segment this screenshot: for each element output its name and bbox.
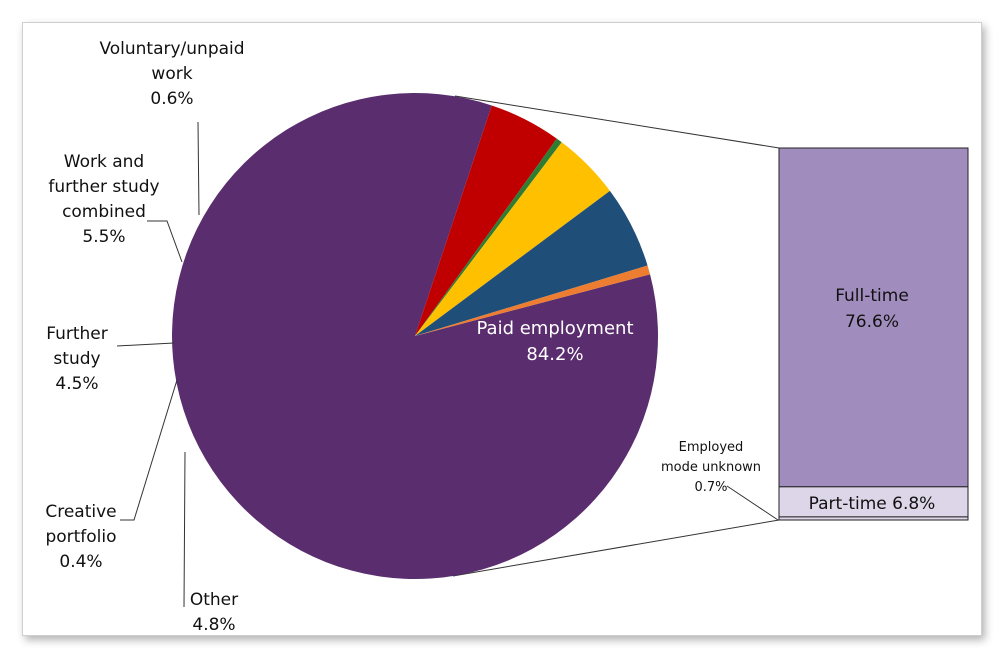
leader-work-further-study: [147, 220, 183, 263]
leader-voluntary: [197, 121, 200, 216]
pie-slice-voluntary: [415, 265, 651, 336]
bar-segment-fulltime: [778, 147, 969, 488]
label-work-further-study: Work and further study combined 5.5%: [48, 152, 159, 247]
pie-slice-work_study: [415, 190, 648, 336]
pie-slice-further: [415, 142, 610, 336]
pie-slice-other: [415, 105, 557, 336]
bar-segment-parttime: [778, 486, 969, 518]
pie-slice-paid: [172, 93, 659, 580]
connector-top: [454, 95, 780, 149]
connector-bottom: [452, 519, 780, 577]
pie-slice-creative: [415, 138, 562, 336]
leader-further-study: [116, 342, 175, 347]
label-part-time: Part-time 6.8%: [809, 494, 936, 514]
leader-other: [183, 451, 186, 608]
leader-creative-portfolio: [120, 379, 178, 521]
label-creative-portfolio: Creative portfolio 0.4%: [45, 502, 116, 572]
leader-mode-unknown: [726, 485, 779, 521]
bar-segment-unknown: [778, 516, 969, 521]
label-other: Other 4.8%: [190, 590, 238, 635]
label-paid-employment: Paid employment 84.2%: [477, 318, 634, 365]
label-full-time: Full-time 76.6%: [835, 286, 909, 332]
label-voluntary: Voluntary/unpaid work 0.6%: [99, 39, 244, 109]
label-mode-unknown: Employed mode unknown 0.7%: [661, 440, 761, 495]
label-further-study: Further study 4.5%: [46, 324, 108, 394]
